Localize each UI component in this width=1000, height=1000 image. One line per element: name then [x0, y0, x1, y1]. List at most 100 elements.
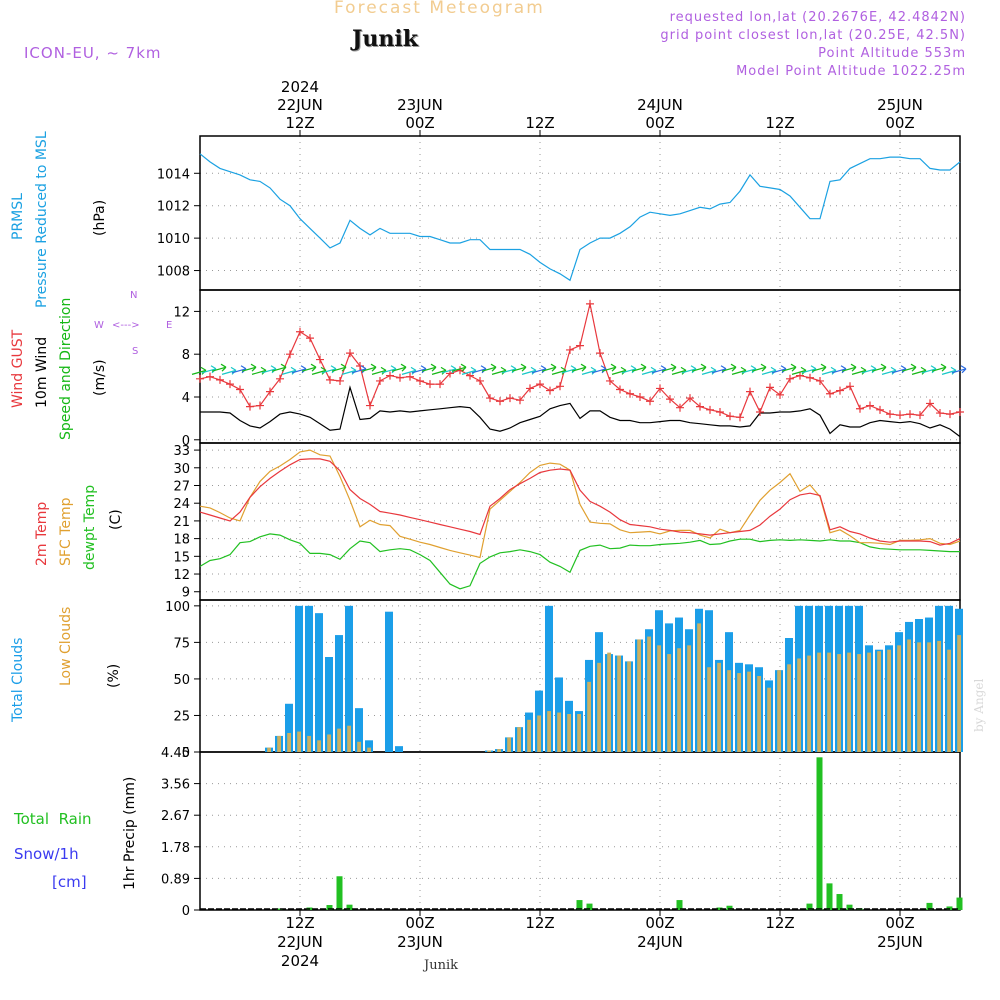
date-label-top: 22JUN — [277, 96, 323, 114]
gust-marker — [476, 376, 484, 385]
gridpoint-lonlat: grid point closest lon,lat (20.25E, 42.5… — [660, 28, 966, 43]
low-cloud-bar — [687, 645, 691, 752]
wind-arrow — [271, 363, 287, 372]
gust-marker — [276, 374, 284, 383]
gust-marker — [596, 349, 604, 358]
time-label-top: 12Z — [285, 114, 314, 132]
total-cloud-bar — [395, 746, 403, 752]
low-cloud-bar — [647, 636, 651, 752]
gust-marker — [876, 405, 884, 414]
location-title: Junik — [352, 26, 418, 52]
y-tick-label: 1012 — [157, 200, 190, 215]
wind-arrow — [661, 363, 677, 372]
time-label-bottom: 00Z — [645, 914, 674, 932]
low-cloud-bar — [627, 661, 631, 752]
low-cloud-bar — [917, 642, 921, 752]
low-cloud-bar — [587, 681, 591, 752]
precip-bar — [816, 757, 823, 910]
footer-location: Junik — [424, 958, 458, 973]
gust-marker — [686, 394, 694, 403]
gust-marker — [756, 407, 764, 416]
low-cloud-bar — [747, 671, 751, 752]
panel-frame — [199, 442, 961, 601]
pressure-line — [199, 153, 961, 282]
y-tick-label: 25 — [173, 709, 190, 724]
year-label-bottom: 2024 — [281, 952, 319, 970]
wind-arrow — [871, 363, 887, 372]
low-cloud-bar — [827, 652, 831, 752]
low-cloud-bar — [487, 750, 491, 752]
wind-arrow — [301, 363, 317, 372]
low-cloud-bar — [357, 741, 361, 752]
wind-arrow — [931, 363, 947, 372]
compass-n: N — [130, 290, 138, 301]
gust-marker — [696, 402, 704, 411]
precip-bar — [826, 883, 833, 910]
low-cloud-bar — [817, 652, 821, 752]
low-cloud-bar — [867, 652, 871, 752]
wind-arrow — [571, 363, 587, 372]
gust-marker — [786, 374, 794, 383]
precip-bar — [836, 894, 843, 910]
gust-marker — [286, 350, 294, 359]
point-altitude: Point Altitude 553m — [818, 46, 966, 61]
time-label-bottom: 00Z — [405, 914, 434, 932]
precip-bar — [336, 876, 343, 910]
gust-marker — [506, 394, 514, 403]
y-tick-label: 100 — [165, 600, 190, 615]
gust-marker — [466, 371, 474, 380]
low-cloud-bar — [567, 714, 571, 752]
low-cloud-bar — [597, 662, 601, 752]
precip-bar — [676, 900, 683, 910]
time-label-bottom: 00Z — [885, 914, 914, 932]
low-cloud-bar — [947, 649, 951, 752]
time-label-top: 12Z — [765, 114, 794, 132]
y-tick-label: 30 — [173, 462, 190, 477]
y-tick-label: 9 — [182, 586, 190, 601]
precip-bar — [806, 903, 813, 910]
wind-arrow — [241, 363, 257, 372]
wind-arrow — [541, 363, 557, 372]
compass-w: W — [94, 320, 104, 331]
gust-marker — [356, 361, 364, 370]
date-label-bottom: 24JUN — [637, 933, 683, 951]
total-rain-label: Total Rain — [14, 810, 92, 828]
low-cloud-bar — [787, 664, 791, 752]
low-cloud-bar — [637, 639, 641, 752]
gust-marker — [676, 403, 684, 412]
total-cloud-bar — [285, 703, 293, 752]
precip-bar — [276, 908, 283, 910]
wind-arrow — [841, 363, 857, 372]
low-cloud-bar — [347, 725, 351, 752]
low-cloud-bar — [527, 719, 531, 752]
compass-s: S — [132, 346, 139, 357]
low-cloud-bar — [757, 676, 761, 752]
gust-marker — [246, 402, 254, 411]
precip-bar — [726, 905, 733, 910]
total-cloud-bar — [345, 605, 353, 752]
gust-marker — [326, 375, 334, 384]
gust-marker — [546, 386, 554, 395]
gust-marker — [516, 396, 524, 405]
wind-arrow — [511, 363, 527, 372]
date-label-bottom: 22JUN — [277, 933, 323, 951]
low-cloud-bar — [677, 648, 681, 752]
gust-marker — [226, 380, 234, 389]
gust-line — [199, 303, 961, 418]
total-cloud-bar — [355, 708, 363, 752]
low-cloud-bar — [847, 652, 851, 752]
low-cloud-bar — [717, 662, 721, 752]
wind-speed-line — [200, 385, 961, 438]
precip-bar — [946, 906, 953, 910]
y-tick-label: 4 — [182, 391, 190, 406]
compass-e: E — [166, 320, 173, 331]
temp2m-line — [199, 458, 961, 546]
gust-marker — [846, 382, 854, 391]
gust-marker — [766, 383, 774, 392]
year-label-top: 2024 — [281, 78, 319, 96]
y-tick-label: 3.56 — [161, 778, 190, 793]
sfctemp-line — [199, 449, 961, 559]
total-cloud-bar — [305, 605, 313, 752]
low-cloud-bar — [857, 654, 861, 752]
